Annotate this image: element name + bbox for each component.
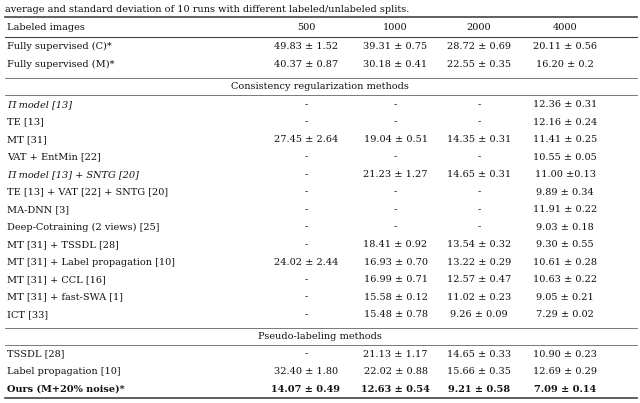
Text: MT [31] + Label propagation [10]: MT [31] + Label propagation [10] [7,258,175,267]
Text: 11.91 ± 0.22: 11.91 ± 0.22 [533,205,597,214]
Text: average and standard deviation of 10 runs with different labeled/unlabeled split: average and standard deviation of 10 run… [5,4,410,13]
Text: -: - [304,100,308,109]
Text: 11.02 ± 0.23: 11.02 ± 0.23 [447,293,511,301]
Text: 12.36 ± 0.31: 12.36 ± 0.31 [533,100,597,109]
Text: 9.21 ± 0.58: 9.21 ± 0.58 [447,384,510,394]
Text: -: - [477,205,481,214]
Text: TE [13] + VAT [22] + SNTG [20]: TE [13] + VAT [22] + SNTG [20] [7,188,168,197]
Text: -: - [304,205,308,214]
Text: -: - [477,222,481,232]
Text: 16.99 ± 0.71: 16.99 ± 0.71 [364,275,428,284]
Text: -: - [304,293,308,301]
Text: 10.55 ± 0.05: 10.55 ± 0.05 [533,153,597,162]
Text: TSSDL [28]: TSSDL [28] [7,350,65,359]
Text: 9.05 ± 0.21: 9.05 ± 0.21 [536,293,594,301]
Text: 9.03 ± 0.18: 9.03 ± 0.18 [536,222,594,232]
Text: 9.89 ± 0.34: 9.89 ± 0.34 [536,188,594,197]
Text: Π model [13] + SNTG [20]: Π model [13] + SNTG [20] [7,170,139,179]
Text: -: - [304,153,308,162]
Text: -: - [304,118,308,127]
Text: 10.90 ± 0.23: 10.90 ± 0.23 [533,350,597,359]
Text: 40.37 ± 0.87: 40.37 ± 0.87 [274,60,338,69]
Text: 9.26 ± 0.09: 9.26 ± 0.09 [450,310,508,319]
Text: 12.57 ± 0.47: 12.57 ± 0.47 [447,275,511,284]
Text: 20.11 ± 0.56: 20.11 ± 0.56 [533,42,597,51]
Text: Ours (M+20% noise)*: Ours (M+20% noise)* [7,384,125,394]
Text: 22.55 ± 0.35: 22.55 ± 0.35 [447,60,511,69]
Text: 15.48 ± 0.78: 15.48 ± 0.78 [364,310,428,319]
Text: 14.65 ± 0.31: 14.65 ± 0.31 [447,170,511,179]
Text: -: - [394,222,397,232]
Text: MA-DNN [3]: MA-DNN [3] [7,205,69,214]
Text: 10.61 ± 0.28: 10.61 ± 0.28 [533,258,597,267]
Text: 15.66 ± 0.35: 15.66 ± 0.35 [447,367,511,376]
Text: 21.23 ± 1.27: 21.23 ± 1.27 [364,170,428,179]
Text: -: - [304,188,308,197]
Text: 12.63 ± 0.54: 12.63 ± 0.54 [361,384,430,394]
Text: Deep-Cotraining (2 views) [25]: Deep-Cotraining (2 views) [25] [7,222,159,232]
Text: 22.02 ± 0.88: 22.02 ± 0.88 [364,367,428,376]
Text: 12.69 ± 0.29: 12.69 ± 0.29 [533,367,597,376]
Text: -: - [394,100,397,109]
Text: -: - [394,153,397,162]
Text: -: - [394,188,397,197]
Text: 9.30 ± 0.55: 9.30 ± 0.55 [536,240,594,249]
Text: -: - [304,310,308,319]
Text: 13.54 ± 0.32: 13.54 ± 0.32 [447,240,511,249]
Text: MT [31] + fast-SWA [1]: MT [31] + fast-SWA [1] [7,293,123,301]
Text: 27.45 ± 2.64: 27.45 ± 2.64 [274,135,338,144]
Text: 39.31 ± 0.75: 39.31 ± 0.75 [364,42,428,51]
Text: MT [31] + TSSDL [28]: MT [31] + TSSDL [28] [7,240,119,249]
Text: 4000: 4000 [553,23,577,31]
Text: 30.18 ± 0.41: 30.18 ± 0.41 [364,60,428,69]
Text: 24.02 ± 2.44: 24.02 ± 2.44 [274,258,338,267]
Text: 15.58 ± 0.12: 15.58 ± 0.12 [364,293,428,301]
Text: -: - [304,240,308,249]
Text: 16.93 ± 0.70: 16.93 ± 0.70 [364,258,428,267]
Text: 7.09 ± 0.14: 7.09 ± 0.14 [534,384,596,394]
Text: -: - [304,275,308,284]
Text: 49.83 ± 1.52: 49.83 ± 1.52 [274,42,338,51]
Text: Consistency regularization methods: Consistency regularization methods [231,82,409,91]
Text: Fully supervised (C)*: Fully supervised (C)* [7,42,112,51]
Text: 10.63 ± 0.22: 10.63 ± 0.22 [533,275,597,284]
Text: VAT + EntMin [22]: VAT + EntMin [22] [7,153,101,162]
Text: Labeled images: Labeled images [7,23,85,31]
Text: -: - [304,170,308,179]
Text: 14.07 ± 0.49: 14.07 ± 0.49 [271,384,340,394]
Text: -: - [304,222,308,232]
Text: Fully supervised (M)*: Fully supervised (M)* [7,60,115,69]
Text: ICT [33]: ICT [33] [7,310,48,319]
Text: -: - [304,350,308,359]
Text: Pseudo-labeling methods: Pseudo-labeling methods [258,332,382,341]
Text: 21.13 ± 1.17: 21.13 ± 1.17 [364,350,428,359]
Text: 13.22 ± 0.29: 13.22 ± 0.29 [447,258,511,267]
Text: MT [31] + CCL [16]: MT [31] + CCL [16] [7,275,106,284]
Text: 18.41 ± 0.92: 18.41 ± 0.92 [364,240,428,249]
Text: 12.16 ± 0.24: 12.16 ± 0.24 [533,118,597,127]
Text: MT [31]: MT [31] [7,135,47,144]
Text: -: - [477,118,481,127]
Text: TE [13]: TE [13] [7,118,44,127]
Text: -: - [394,118,397,127]
Text: 32.40 ± 1.80: 32.40 ± 1.80 [274,367,338,376]
Text: 11.41 ± 0.25: 11.41 ± 0.25 [533,135,597,144]
Text: -: - [477,188,481,197]
Text: 11.00 ±0.13: 11.00 ±0.13 [534,170,596,179]
Text: 500: 500 [297,23,315,31]
Text: 14.65 ± 0.33: 14.65 ± 0.33 [447,350,511,359]
Text: Label propagation [10]: Label propagation [10] [7,367,121,376]
Text: Π model [13]: Π model [13] [7,100,72,109]
Text: 19.04 ± 0.51: 19.04 ± 0.51 [364,135,428,144]
Text: -: - [477,100,481,109]
Text: 2000: 2000 [467,23,491,31]
Text: -: - [394,205,397,214]
Text: 14.35 ± 0.31: 14.35 ± 0.31 [447,135,511,144]
Text: 7.29 ± 0.02: 7.29 ± 0.02 [536,310,594,319]
Text: -: - [477,153,481,162]
Text: 1000: 1000 [383,23,408,31]
Text: 28.72 ± 0.69: 28.72 ± 0.69 [447,42,511,51]
Text: 16.20 ± 0.2: 16.20 ± 0.2 [536,60,594,69]
